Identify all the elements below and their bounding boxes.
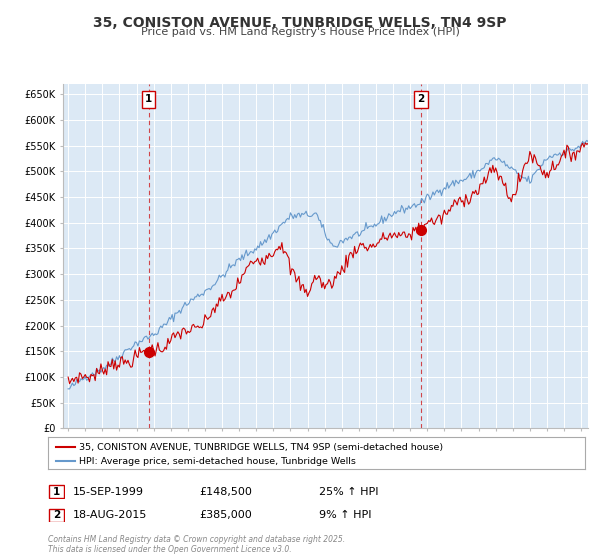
Text: 35, CONISTON AVENUE, TUNBRIDGE WELLS, TN4 9SP: 35, CONISTON AVENUE, TUNBRIDGE WELLS, TN… (93, 16, 507, 30)
Text: 2: 2 (417, 95, 424, 105)
Text: 9% ↑ HPI: 9% ↑ HPI (319, 510, 372, 520)
Text: HPI: Average price, semi-detached house, Tunbridge Wells: HPI: Average price, semi-detached house,… (79, 456, 356, 466)
FancyBboxPatch shape (49, 508, 64, 522)
Text: 2: 2 (53, 510, 60, 520)
Text: 1: 1 (145, 95, 152, 105)
Text: 35, CONISTON AVENUE, TUNBRIDGE WELLS, TN4 9SP (semi-detached house): 35, CONISTON AVENUE, TUNBRIDGE WELLS, TN… (79, 443, 443, 452)
Text: £148,500: £148,500 (199, 487, 252, 497)
Text: Price paid vs. HM Land Registry's House Price Index (HPI): Price paid vs. HM Land Registry's House … (140, 27, 460, 37)
Text: 25% ↑ HPI: 25% ↑ HPI (319, 487, 379, 497)
Text: £385,000: £385,000 (199, 510, 252, 520)
Text: 15-SEP-1999: 15-SEP-1999 (73, 487, 144, 497)
Text: Contains HM Land Registry data © Crown copyright and database right 2025.
This d: Contains HM Land Registry data © Crown c… (48, 535, 345, 554)
Text: 18-AUG-2015: 18-AUG-2015 (73, 510, 148, 520)
Text: 1: 1 (53, 487, 60, 497)
FancyBboxPatch shape (49, 485, 64, 498)
